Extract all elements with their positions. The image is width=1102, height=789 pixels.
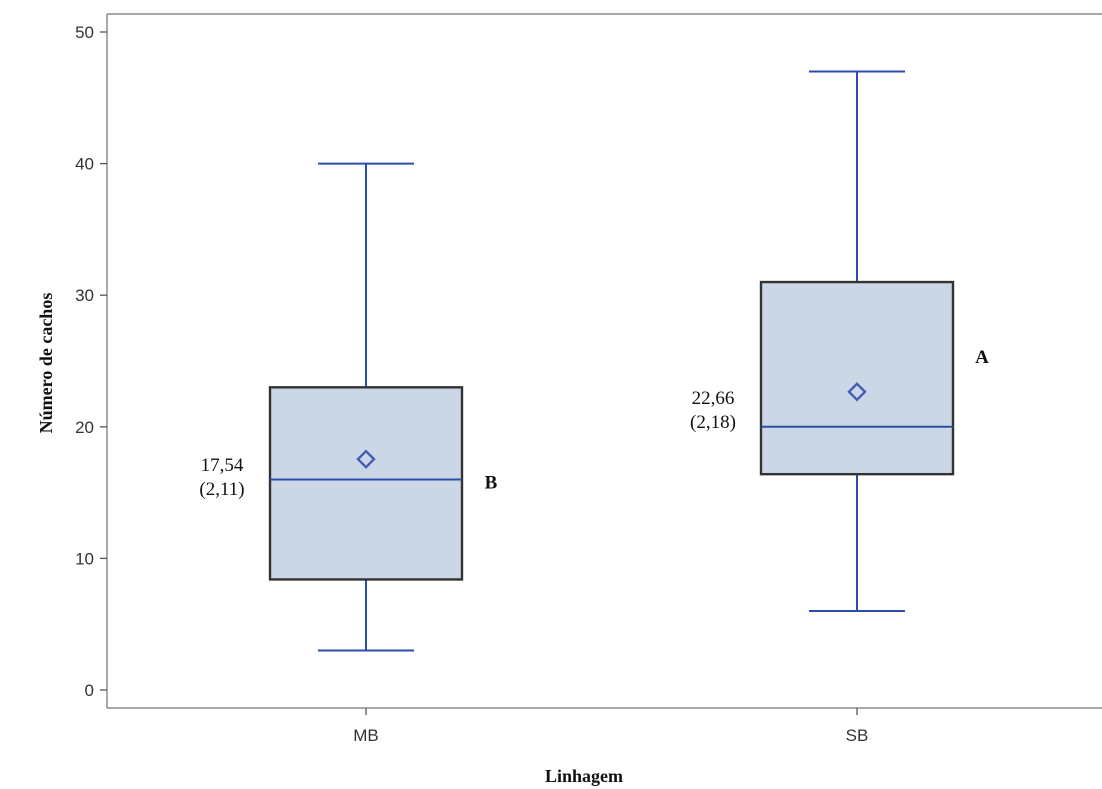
group-letter: A [975,347,989,368]
y-tick-label: 30 [75,286,94,305]
mean-marker [356,449,376,469]
y-tick-label: 50 [75,23,94,42]
standard-error-label: (2,11) [199,479,244,500]
iqr-box [268,386,464,581]
y-tick-label: 40 [75,155,94,174]
y-axis-title: Número de cachos [36,293,56,434]
y-tick-label: 20 [75,418,94,437]
x-axis-title: Linhagem [545,766,623,786]
group-letter: B [485,472,498,493]
y-tick-label: 0 [85,681,94,700]
x-tick-label: SB [846,726,869,745]
y-tick-label: 10 [75,549,94,568]
mean-value-label: 17,54 [201,455,244,476]
mean-marker [847,382,867,402]
mean-value-label: 22,66 [692,388,735,409]
standard-error-label: (2,18) [690,412,736,433]
iqr-box [759,280,955,476]
x-tick-label: MB [353,726,379,745]
box-group-mb: 17,54 (2,11) B [199,162,498,652]
box-group-sb: 22,66 (2,18) A [690,70,989,613]
